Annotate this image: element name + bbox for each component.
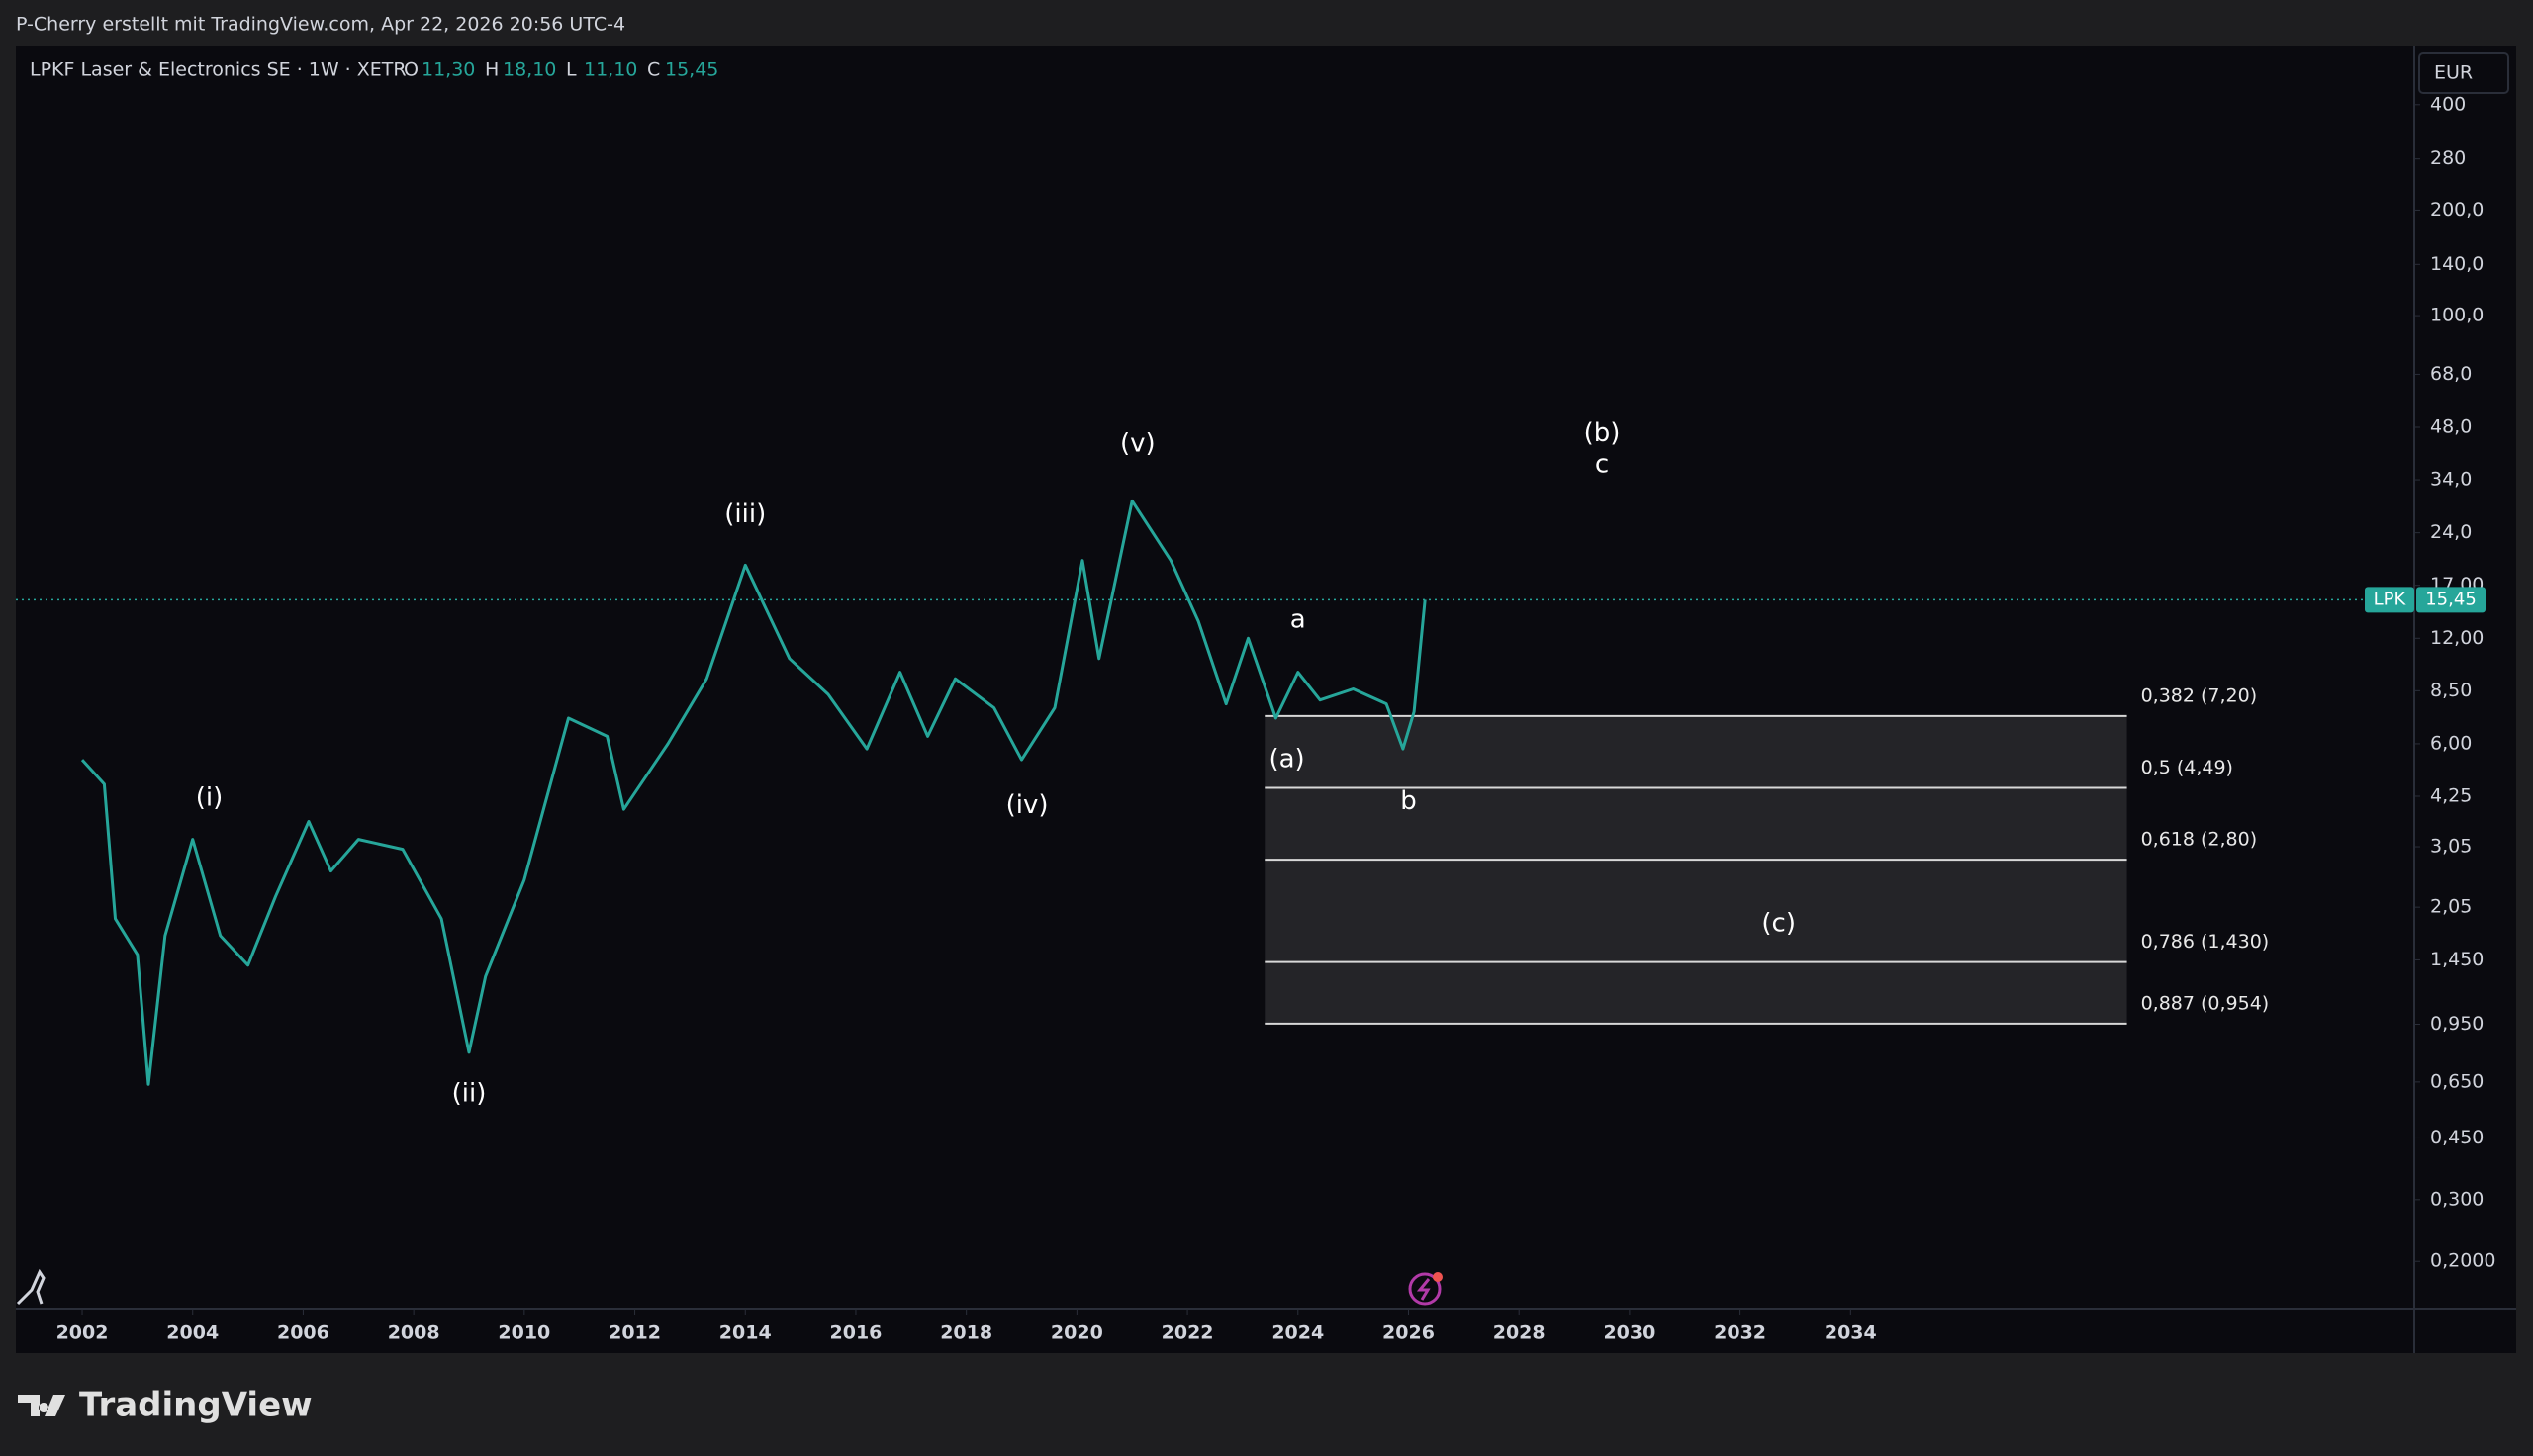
x-tick-label: 2018 <box>940 1322 992 1344</box>
wave-label: (i) <box>196 782 224 812</box>
x-tick-label: 2012 <box>609 1322 661 1344</box>
y-tick-label: 0,450 <box>2430 1127 2484 1148</box>
last-badge-symbol <box>2365 587 2414 613</box>
wave-label: (c) <box>1761 908 1796 938</box>
logo-mark <box>18 1395 65 1416</box>
x-tick-label: 2030 <box>1603 1322 1655 1344</box>
fib-label: 0,382 (7,20) <box>2141 684 2258 706</box>
y-tick-label: 100,0 <box>2430 305 2484 326</box>
ohlc-value: 11,30 <box>422 59 475 81</box>
x-tick-label: 2002 <box>56 1322 109 1344</box>
x-tick-label: 2014 <box>719 1322 772 1344</box>
ohlc-key: O <box>404 59 419 81</box>
y-tick-label: 200,0 <box>2430 199 2484 221</box>
last-value: 15,45 <box>2425 589 2477 609</box>
x-tick-label: 2006 <box>277 1322 329 1344</box>
last-badge-value <box>2416 587 2486 613</box>
wave-label: c <box>1595 449 1609 479</box>
currency: EUR <box>2434 62 2473 84</box>
chart-title: LPKF Laser & Electronics SE · 1W · XETR <box>30 59 407 81</box>
wave-label: (a) <box>1268 745 1304 774</box>
ohlc-key: H <box>485 59 499 81</box>
alert-icon[interactable] <box>1408 1272 1443 1306</box>
y-tick-label: 0,2000 <box>2430 1250 2495 1272</box>
icon-bolt <box>1416 1278 1431 1301</box>
x-tick-label: 2004 <box>166 1322 219 1344</box>
y-tick-label: 0,950 <box>2430 1013 2484 1035</box>
wave-label: b <box>1400 786 1417 816</box>
fib-label: 0,5 (4,49) <box>2141 757 2233 778</box>
chart-panel <box>16 46 2516 1353</box>
x-tick-label: 2032 <box>1714 1322 1766 1344</box>
x-tick-label: 2024 <box>1271 1322 1324 1344</box>
wave-label: (v) <box>1120 428 1156 458</box>
y-tick-label: 140,0 <box>2430 253 2484 275</box>
y-tick-label: 400 <box>2430 93 2466 115</box>
fib-label: 0,887 (0,954) <box>2141 992 2270 1014</box>
y-tick-label: 8,50 <box>2430 680 2472 701</box>
icon-path <box>16 1268 46 1306</box>
x-tick-label: 2022 <box>1162 1322 1214 1344</box>
icon-dot <box>1433 1272 1443 1282</box>
y-tick-label: 0,300 <box>2430 1188 2484 1210</box>
ohlc-value: 18,10 <box>503 59 556 81</box>
wave-label: a <box>1290 605 1306 635</box>
y-tick-label: 6,00 <box>2430 732 2472 754</box>
draw-icon[interactable] <box>16 1268 46 1306</box>
y-tick-label: 4,25 <box>2430 784 2472 806</box>
y-tick-label: 0,650 <box>2430 1070 2484 1092</box>
x-tick-label: 2026 <box>1382 1322 1435 1344</box>
brand-logo: TradingView <box>18 1386 313 1425</box>
ohlc-key: L <box>566 59 577 81</box>
data-layer: (i) (ii) (iii) (iv) (v) (b)c a (a) b (c) <box>80 418 1796 1109</box>
x-tick-label: 2034 <box>1825 1322 1877 1344</box>
x-tick-label: 2010 <box>498 1322 550 1344</box>
x-tick-label: 2028 <box>1493 1322 1546 1344</box>
y-tick-label: 12,00 <box>2430 627 2484 649</box>
y-tick-label: 2,05 <box>2430 896 2472 918</box>
ohlc-value: 11,10 <box>584 59 637 81</box>
fib-label: 0,618 (2,80) <box>2141 829 2258 851</box>
attribution: P-Cherry erstellt mit TradingView.com, A… <box>16 14 625 36</box>
y-tick-label: 48,0 <box>2430 416 2472 438</box>
x-tick-label: 2020 <box>1051 1322 1103 1344</box>
brand: TradingView <box>79 1386 313 1425</box>
x-tick-label: 2008 <box>388 1322 440 1344</box>
ohlc-key: C <box>647 59 660 81</box>
y-tick-label: 3,05 <box>2430 836 2472 858</box>
price-line <box>80 499 1427 1086</box>
y-tick-label: 34,0 <box>2430 469 2472 491</box>
x-tick-label: 2016 <box>830 1322 883 1344</box>
currency-box[interactable] <box>2418 52 2509 94</box>
wave-label: (ii) <box>452 1079 487 1109</box>
fib-label: 0,786 (1,430) <box>2141 931 2270 953</box>
wave-label: (iv) <box>1006 790 1049 820</box>
wave-label: (b) <box>1584 418 1621 448</box>
fib-layer: 0,382 (7,20) 0,5 (4,49) 0,618 (2,80) 0,786 … <box>16 598 2414 1025</box>
icon-circle <box>1408 1272 1442 1306</box>
y-tick-label: 1,450 <box>2430 949 2484 970</box>
y-tick-label: 24,0 <box>2430 521 2472 543</box>
ohlc-value: 15,45 <box>665 59 718 81</box>
wave-label: (iii) <box>724 500 766 529</box>
y-tick-label: 280 <box>2430 147 2466 169</box>
fib-box <box>1265 715 2127 1024</box>
last-symbol: LPK <box>2374 589 2407 609</box>
y-tick-label: 68,0 <box>2430 363 2472 385</box>
